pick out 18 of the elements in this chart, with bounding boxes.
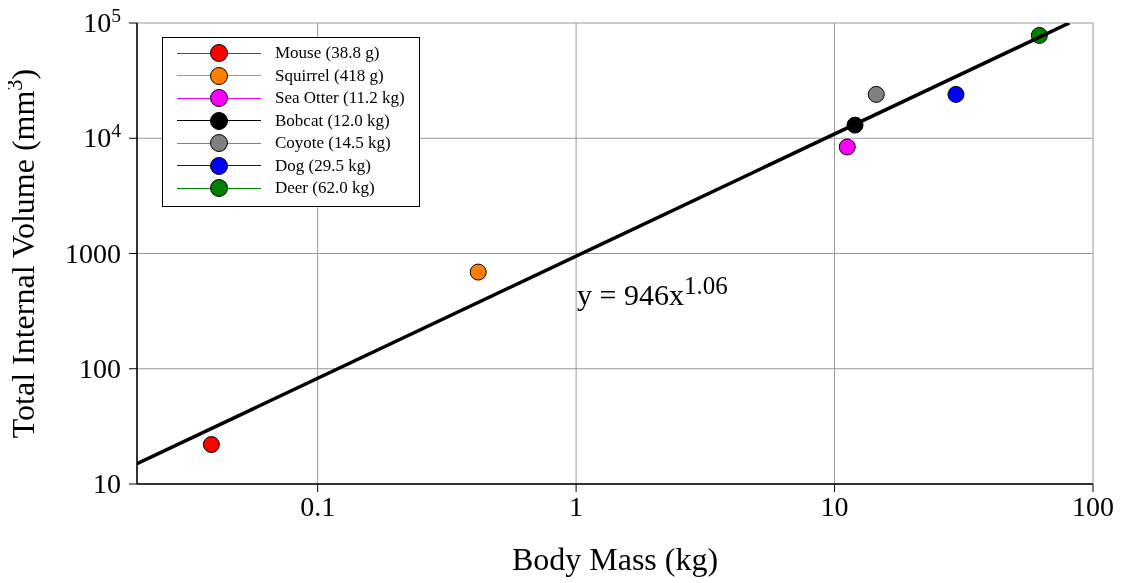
x-tick-label: 10 — [820, 491, 849, 522]
legend-label: Dog (29.5 kg) — [275, 155, 371, 176]
legend-label: Coyote (14.5 kg) — [275, 133, 391, 154]
legend-label: Deer (62.0 kg) — [275, 178, 375, 199]
legend-label: Mouse (38.8 g) — [275, 43, 380, 64]
y-tick-label: 10 — [93, 468, 121, 499]
legend-label: Sea Otter (11.2 kg) — [275, 88, 405, 109]
y-tick-label: 10$^{5}$ — [83, 4, 122, 38]
x-tick-label: 0.1 — [300, 491, 336, 522]
x-tick-label: 1 — [569, 491, 584, 522]
y-tick-label: 10$^{4}$ — [83, 119, 122, 154]
y-tick-label: 100 — [79, 352, 121, 384]
annotation: y = 946x$^{1.06}$ — [577, 272, 728, 312]
x-tick-label: 100 — [1072, 491, 1114, 522]
y-tick-label: 1000 — [65, 237, 121, 269]
legend-label: Bobcat (12.0 kg) — [275, 110, 390, 131]
x-axis-title: Body Mass (kg) — [511, 541, 719, 577]
legend-label: Squirrel (418 g) — [275, 65, 384, 86]
